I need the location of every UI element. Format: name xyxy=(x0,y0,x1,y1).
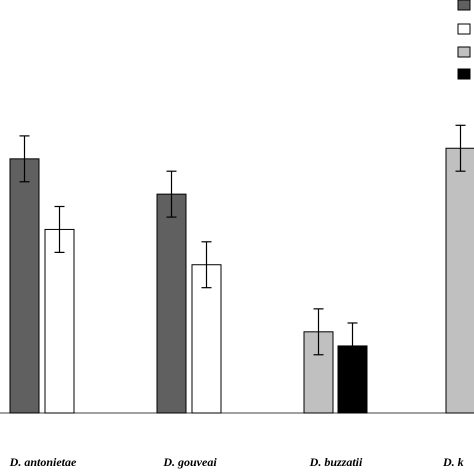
bars-group xyxy=(9,124,474,414)
legend-swatch-4 xyxy=(457,68,471,80)
legend-swatch-1 xyxy=(457,0,471,11)
category-label-antonietae: D. antonietae xyxy=(9,455,77,469)
bar-s3-c4 xyxy=(445,147,474,414)
bar-s2-c2 xyxy=(191,264,222,414)
error-bar-s3-c4 xyxy=(455,124,466,172)
bar-s1-c2 xyxy=(156,193,187,414)
legend-swatch-2 xyxy=(457,23,471,35)
error-bar-s2-c2 xyxy=(201,241,212,289)
error-bar-s1-c1 xyxy=(19,135,30,183)
bar-s1-c1 xyxy=(9,158,40,414)
legend-swatch-3 xyxy=(457,46,471,58)
error-bar-s4-c3 xyxy=(347,322,358,370)
error-bar-s2-c1 xyxy=(54,205,65,253)
error-bar-s3-c3 xyxy=(313,308,324,356)
bar-s2-c1 xyxy=(44,228,75,414)
error-bar-s1-c2 xyxy=(166,170,177,218)
category-label-gouveai: D. gouveai xyxy=(162,455,217,469)
legend xyxy=(457,0,471,80)
category-labels: D. antonietae D. gouveai D. buzzatii D. … xyxy=(9,455,464,469)
category-label-k: D. k xyxy=(442,455,464,469)
category-label-buzzatii: D. buzzatii xyxy=(309,455,363,469)
